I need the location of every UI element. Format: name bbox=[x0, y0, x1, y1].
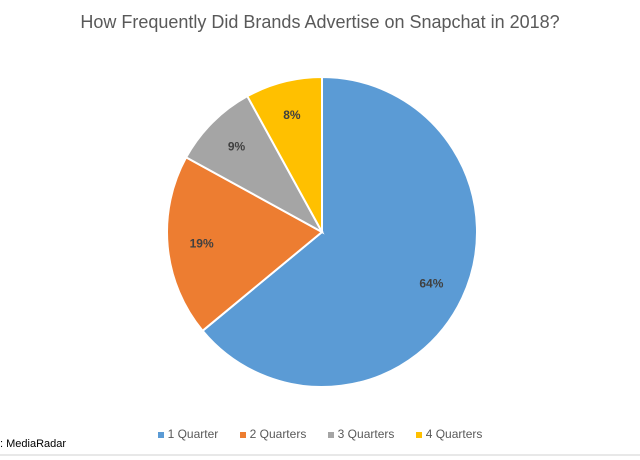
legend-label: 3 Quarters bbox=[337, 427, 395, 441]
divider bbox=[0, 454, 640, 456]
legend-label: 4 Quarters bbox=[425, 427, 483, 441]
legend-item-3: 3 Quarters bbox=[327, 427, 395, 441]
pie-slice-4 bbox=[245, 75, 323, 233]
legend-swatch bbox=[327, 431, 334, 438]
legend-item-2: 2 Quarters bbox=[239, 427, 307, 441]
legend-item-4: 4 Quarters bbox=[415, 427, 483, 441]
data-label-1: 64% bbox=[419, 276, 443, 290]
source-note: : MediaRadar bbox=[0, 438, 67, 450]
data-label-2: 19% bbox=[190, 236, 214, 250]
data-label-4: 8% bbox=[283, 108, 301, 122]
legend-swatch bbox=[239, 431, 246, 438]
pie-slice-1 bbox=[201, 75, 478, 388]
legend-swatch bbox=[415, 431, 422, 438]
legend-label: 2 Quarters bbox=[249, 427, 307, 441]
legend-item-1: 1 Quarter bbox=[157, 427, 219, 441]
pie-slice-2 bbox=[166, 155, 324, 333]
chart-title: How Frequently Did Brands Advertise on S… bbox=[80, 12, 560, 32]
pie-chart: 64% 19% 9% 8% bbox=[166, 75, 478, 388]
pie-slice-3 bbox=[184, 94, 325, 235]
legend-swatch bbox=[157, 431, 164, 438]
legend: 1 Quarter 2 Quarters 3 Quarters 4 Quarte… bbox=[0, 427, 640, 441]
legend-label: 1 Quarter bbox=[167, 427, 219, 441]
data-label-3: 9% bbox=[228, 140, 246, 154]
